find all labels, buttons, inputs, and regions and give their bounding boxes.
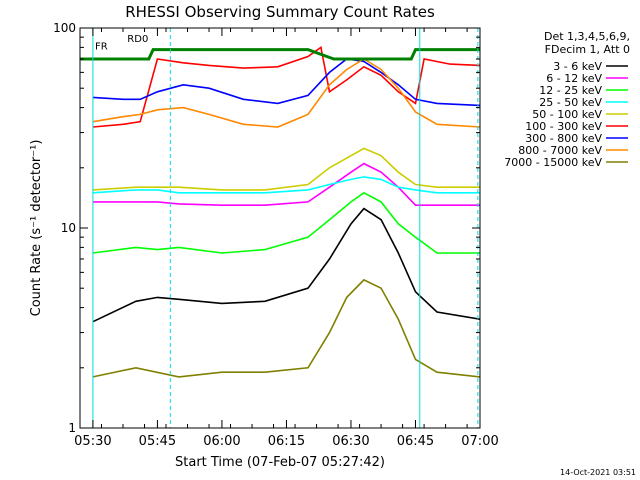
annotation-1: FR: [95, 42, 108, 53]
chart-title: RHESSI Observing Summary Count Rates: [125, 3, 435, 21]
series-line-3-6kev: [92, 207, 480, 323]
series-line-attenuator-9: [80, 48, 480, 61]
series-line-50-100kev: [92, 147, 480, 191]
legend-header-0: Det 1,3,4,5,6,9,: [544, 30, 630, 43]
x-tick-label-2: 06:00: [203, 434, 240, 449]
series-line-12-25kev: [92, 191, 480, 254]
boundary-lines: [92, 28, 479, 428]
timestamp: 14-Oct-2021 03:51: [560, 468, 636, 477]
series-line-100-300kev: [92, 46, 480, 128]
legend: Det 1,3,4,5,6,9,FDecim 1, Att 0 3 - 6 keV…: [504, 30, 630, 169]
series-line-800-7000kev: [92, 58, 480, 128]
annotation-0: RD0: [127, 34, 148, 45]
series-line-7000-15000kev: [92, 278, 480, 378]
y-axis-label: Count Rate (s⁻¹ detector⁻¹): [29, 140, 44, 317]
x-axis-label: Start Time (07-Feb-07 05:27:42): [175, 455, 385, 470]
legend-label-3: 25 - 50 keV: [539, 96, 602, 109]
y-tick-label-0: 1: [68, 421, 76, 435]
legend-label-1: 6 - 12 keV: [546, 72, 602, 85]
legend-label-7: 800 - 7000 keV: [518, 144, 602, 157]
axis-ticks: 05:30 05:45 06:00 06:15 06:30 06:45 07:00 1 10 10…: [53, 21, 499, 449]
x-tick-label-0: 05:30: [74, 434, 111, 449]
legend-label-6: 300 - 800 keV: [525, 132, 602, 145]
legend-label-2: 12 - 25 keV: [539, 84, 602, 97]
y-tick-label-1: 10: [61, 221, 76, 235]
x-tick-label-1: 05:45: [139, 434, 176, 449]
x-tick-label-4: 06:30: [332, 434, 369, 449]
legend-label-4: 50 - 100 keV: [532, 108, 602, 121]
legend-label-5: 100 - 300 keV: [525, 120, 602, 133]
legend-label-8: 7000 - 15000 keV: [504, 156, 602, 169]
series-line-6-12kev: [92, 162, 480, 206]
series-line-25-50kev: [92, 176, 480, 194]
x-tick-label-5: 06:45: [397, 434, 434, 449]
x-tick-label-6: 07:00: [461, 434, 498, 449]
x-tick-label-3: 06:15: [268, 434, 305, 449]
annotations: RD0 FR: [95, 34, 148, 52]
legend-label-0: 3 - 6 keV: [553, 60, 602, 73]
legend-header-1: FDecim 1, Att 0: [545, 43, 630, 56]
y-tick-label-2: 100: [53, 21, 76, 35]
series-line-300-800kev: [92, 58, 480, 107]
series-layer: [80, 46, 480, 378]
